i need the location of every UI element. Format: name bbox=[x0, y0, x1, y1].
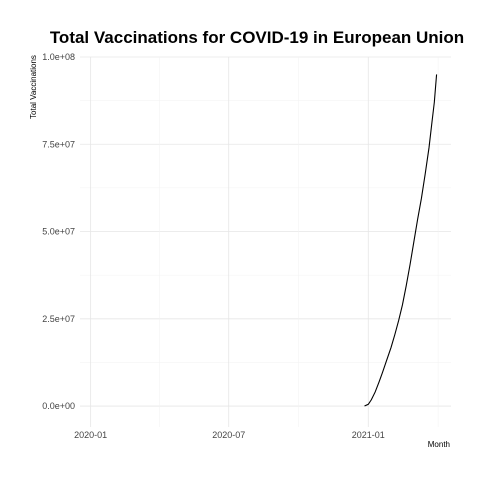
y-tick-label: 2.5e+07 bbox=[42, 314, 75, 324]
series-line-total-vaccinations bbox=[364, 74, 438, 407]
y-tick-label: 1.0e+08 bbox=[42, 52, 75, 62]
chart-title: Total Vaccinations for COVID-19 in Europ… bbox=[50, 28, 464, 47]
y-axis-ticks: 0.0e+00 2.5e+07 5.0e+07 7.5e+07 1.0e+08 bbox=[42, 52, 75, 411]
y-tick-label: 5.0e+07 bbox=[42, 227, 75, 237]
x-axis-ticks: 2020-01 2020-07 2021-01 bbox=[74, 430, 385, 440]
x-tick-label: 2021-01 bbox=[352, 430, 385, 440]
x-tick-label: 2020-07 bbox=[212, 430, 245, 440]
y-tick-label: 7.5e+07 bbox=[42, 139, 75, 149]
grid-lines bbox=[80, 56, 451, 427]
x-axis-title: Month bbox=[428, 440, 450, 449]
y-axis-title: Total Vaccinations bbox=[29, 55, 38, 119]
x-tick-label: 2020-01 bbox=[74, 430, 107, 440]
y-tick-label: 0.0e+00 bbox=[42, 401, 75, 411]
series-layer bbox=[364, 74, 438, 407]
